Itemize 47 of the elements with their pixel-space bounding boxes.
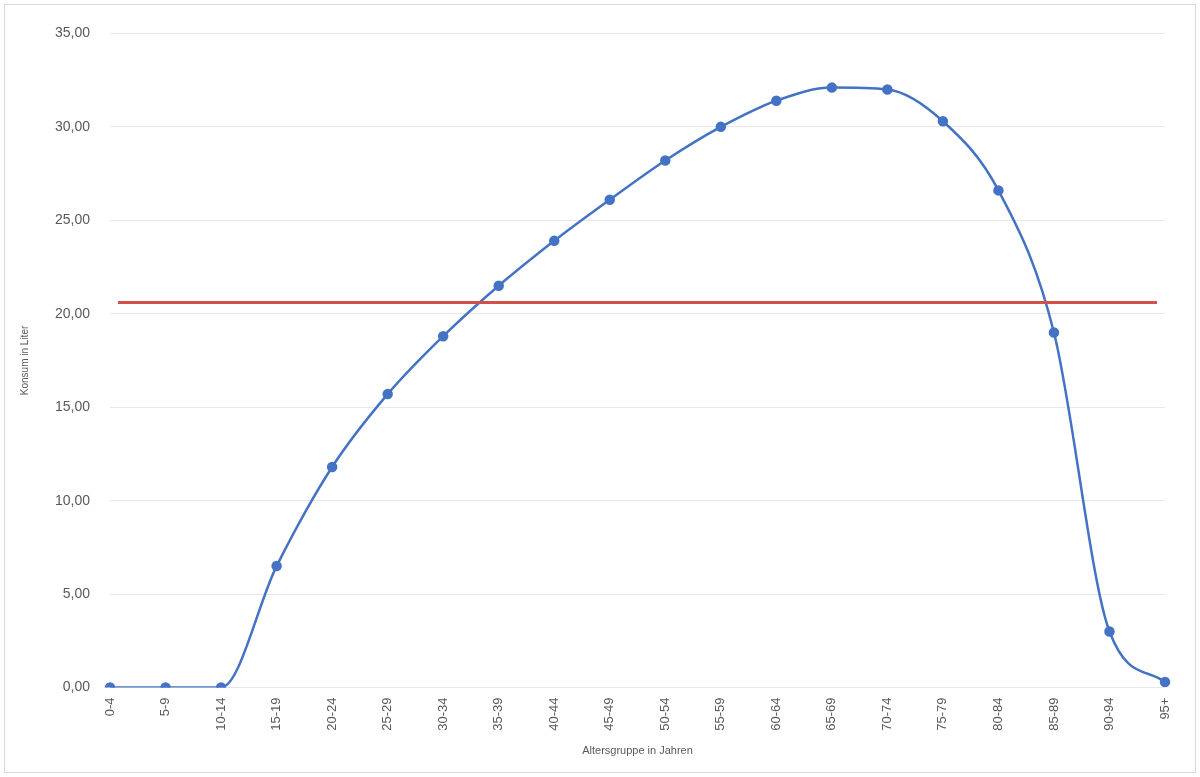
point [715,121,727,133]
point [660,155,671,166]
x-tick-label: 85-89 [1045,697,1061,731]
y-tick-label: 5,00 [62,584,91,601]
point [882,84,893,95]
x-tick-label: 80-84 [990,697,1005,731]
x-tick-label: 90-94 [1101,697,1117,731]
x-tick-label: 10-14 [212,697,228,731]
point [271,560,282,572]
x-tick-label: 20-24 [323,697,339,731]
x-tick-label: 65-69 [823,697,839,731]
x-tick-label: 5-9 [157,697,173,717]
y-tick-label: 25,00 [54,211,91,228]
x-tick-label: 75-79 [934,697,950,731]
point [548,235,560,247]
point [1159,676,1171,688]
x-tick-label: 30-34 [434,697,450,731]
y-tick-label: 30,00 [54,117,91,134]
x-tick-label: 40-44 [545,697,561,731]
point [826,82,838,93]
x-tick-label: 45-49 [601,697,617,731]
point [937,115,949,127]
point [771,95,782,106]
point [437,330,449,342]
y-tick-label: 10,00 [54,491,91,508]
x-tick-label: 55-59 [712,697,728,731]
x-tick-label: 70-74 [878,697,894,731]
point [326,461,338,473]
y-tick-label: 20,00 [54,304,91,321]
point [1104,626,1115,637]
point [604,194,616,205]
point [493,280,504,291]
y-tick-label: 35,00 [54,24,91,41]
x-tick-label: 60-64 [767,697,783,731]
point [993,185,1004,196]
x-tick-label: 50-54 [656,697,672,731]
y-axis-title: Konsum in Liter [18,325,30,396]
x-tick-label: 35-39 [490,697,506,731]
point [1048,327,1060,338]
x-tick-label: 15-19 [268,697,284,731]
y-tick-label: 15,00 [54,398,91,415]
x-tick-label: 0-4 [101,697,117,717]
x-axis-title: Altersgruppe in Jahren [582,744,693,757]
point [382,388,393,400]
y-tick-label: 0,00 [62,678,91,695]
x-tick-label: 95+ [1156,697,1172,720]
x-tick-label: 25-29 [379,697,395,731]
